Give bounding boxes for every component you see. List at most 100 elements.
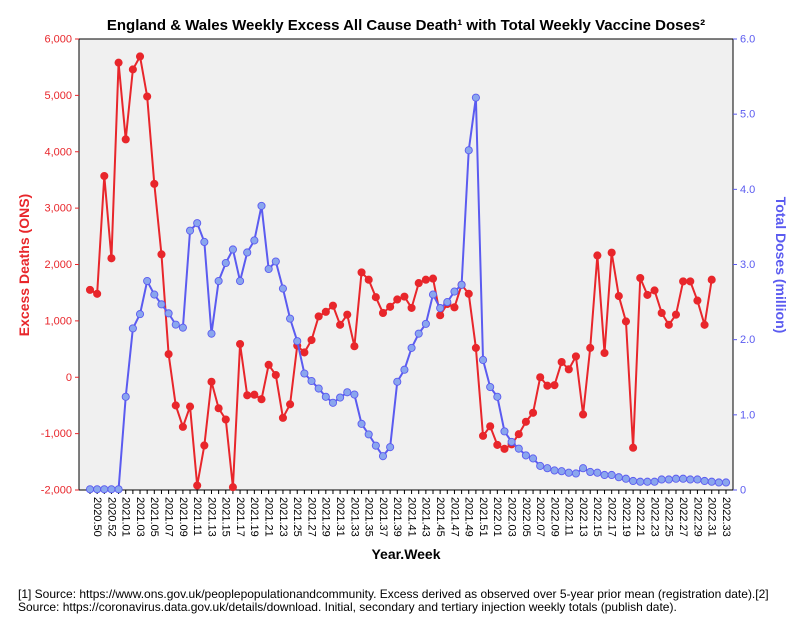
doses-point [150,290,159,299]
x-tick-label: 2020.50 [91,497,103,537]
excess-point [143,92,152,101]
y-right-tick-label: 3.0 [740,259,755,271]
doses-point [135,310,145,319]
doses-point [643,477,652,486]
y-left-tick-label: 2,000 [44,259,72,271]
doses-point [164,309,173,318]
doses-point [364,430,373,439]
excess-point [328,301,338,310]
excess-point [557,357,566,367]
x-tick-label: 2021.39 [391,497,403,537]
doses-point [714,478,723,487]
doses-point [478,355,488,365]
excess-point [414,279,423,288]
excess-point [514,430,523,439]
x-tick-label: 2022.15 [591,497,603,537]
x-tick-label: 2022.11 [563,497,575,536]
doses-point [657,475,666,484]
excess-point [378,308,388,318]
x-tick-label: 2021.47 [448,497,460,537]
excess-point [614,292,623,301]
excess-point [171,401,180,410]
doses-point [564,468,573,477]
doses-point [629,476,638,486]
excess-point [314,312,323,321]
doses-point [579,464,588,473]
doses-point [85,485,95,494]
excess-point [364,275,373,284]
doses-point [571,469,580,478]
x-tick-label: 2021.51 [477,497,489,537]
x-tick-label: 2021.35 [363,497,375,537]
doses-point [257,201,266,210]
doses-point [200,237,209,246]
doses-point [271,257,280,266]
doses-point [107,485,116,494]
chart: -2,000 -1,000 0 1,000 2,000 3,000 4,000 5,000 6,… [16,17,789,562]
excess-deaths-series [85,52,716,492]
excess-point [114,58,123,67]
y-left-tick-label: 4,000 [44,146,72,158]
x-tick-label: 2021.19 [248,497,260,537]
doses-point [457,280,466,289]
excess-point [707,275,716,284]
chart-title: England & Wales Weekly Excess All Cause … [107,17,705,34]
excess-point [450,303,459,312]
doses-point [536,461,545,470]
x-tick-label: 2022.27 [677,497,689,537]
x-tick-label: 2020.52 [105,497,117,537]
x-tick-label: 2022.07 [534,497,546,537]
excess-point [486,422,495,431]
x-tick-label: 2021.37 [377,497,389,537]
doses-point [428,290,438,299]
doses-point [507,437,516,446]
y-left-tick-label: 6,000 [44,34,72,46]
excess-point [178,422,187,431]
x-tick-label: 2022.05 [520,497,532,537]
excess-point [521,417,530,426]
x-tick-label: 2021.03 [134,497,146,537]
y-axis-label-right: Total Doses (million) [773,197,789,334]
y-right-tick-label: 4.0 [740,184,755,196]
excess-point [571,352,580,361]
x-tick-label: 2022.29 [691,497,703,537]
doses-point [700,476,709,486]
x-tick-label: 2022.21 [634,497,646,537]
doses-point [343,388,352,397]
doses-point [407,343,416,352]
excess-point [500,444,509,453]
excess-point [436,311,445,320]
excess-point [579,410,588,419]
doses-point [336,393,345,402]
excess-point [207,377,216,386]
x-tick-label: 2022.01 [491,497,503,537]
doses-point [500,427,509,436]
doses-point [350,390,359,399]
excess-point [128,65,137,74]
excess-point [629,443,638,452]
excess-point [529,408,538,417]
x-tick-label: 2021.11 [191,497,203,536]
y-left-tick-label: 1,000 [44,315,72,327]
excess-point [228,483,237,492]
excess-point [428,274,438,283]
right-axis: 0 1.0 2.0 3.0 4.0 5.0 6.0 [733,34,755,497]
excess-point [493,440,502,449]
doses-point [264,264,273,274]
excess-point [243,391,252,400]
excess-point [371,293,380,302]
excess-point [336,320,345,329]
doses-point [421,319,430,328]
x-tick-label: 2021.29 [320,497,332,537]
excess-point [250,390,259,399]
y-right-tick-label: 5.0 [740,109,755,121]
excess-point [400,292,409,301]
doses-point [664,475,673,484]
x-tick-label: 2021.01 [120,497,132,537]
excess-point [164,350,173,359]
excess-point [600,348,609,358]
doses-point [121,392,130,401]
doses-point [293,337,302,346]
x-tick-label: 2022.25 [663,497,675,537]
excess-point [300,348,309,357]
